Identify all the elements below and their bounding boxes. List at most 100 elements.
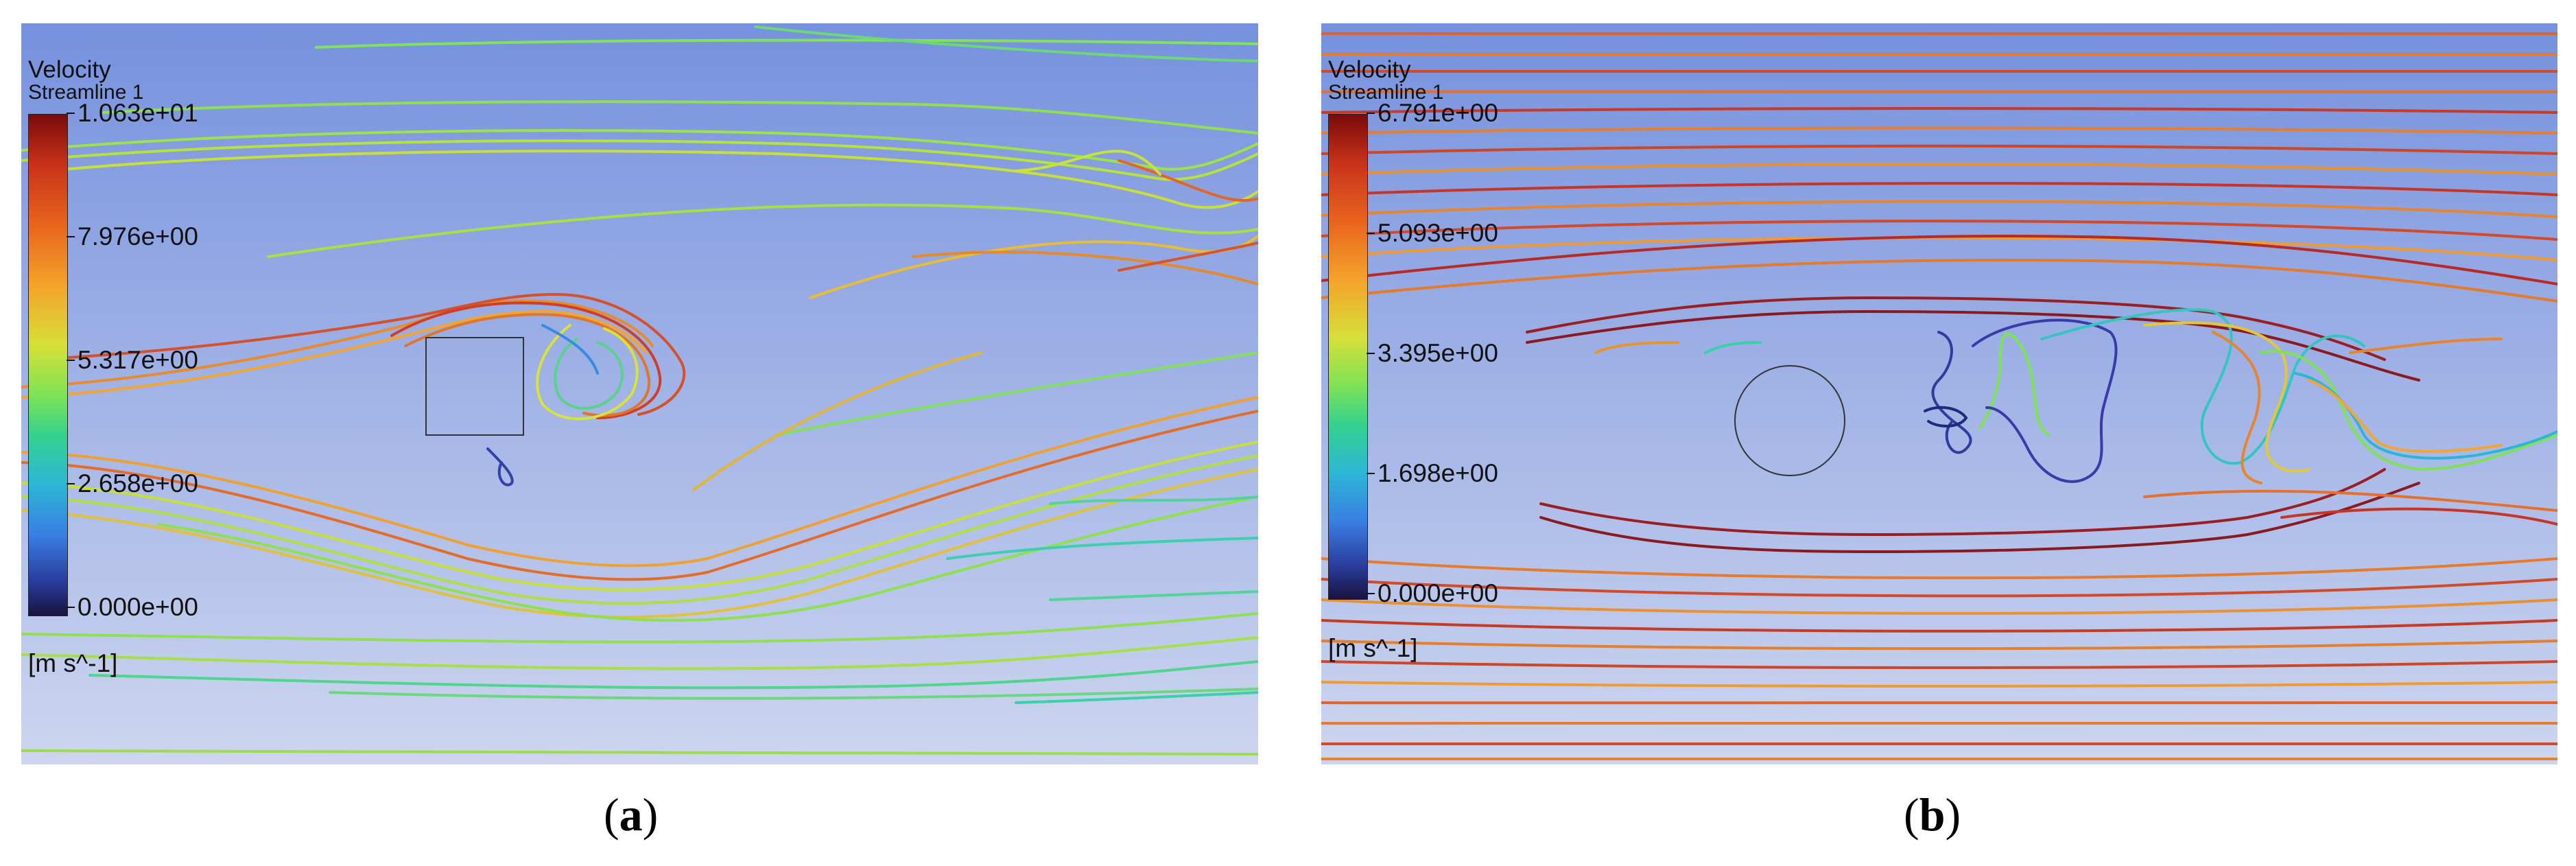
streamline — [157, 495, 1258, 622]
streamline — [1015, 150, 1161, 176]
streamline — [2040, 308, 2365, 465]
streamline-plot-a: Velocity Streamline 1 1.063e+01 7.976e+0… — [21, 23, 1258, 764]
streamline-field-b — [1321, 23, 2557, 764]
streamline — [1118, 159, 1258, 202]
caption-open: ( — [604, 788, 619, 841]
streamline — [1321, 144, 2557, 155]
streamline — [21, 636, 1258, 670]
streamline — [541, 324, 599, 375]
streamline — [2308, 379, 2503, 453]
streamline — [912, 250, 1258, 285]
streamline — [536, 324, 639, 421]
streamline — [1978, 332, 2050, 436]
colorbar-tick-min: 0.000e+00 — [67, 593, 198, 621]
colorbar-tick: 5.093e+00 — [1367, 219, 1498, 247]
streamline — [1321, 220, 2557, 241]
streamline — [1704, 341, 1762, 354]
colorbar-tick-min: 0.000e+00 — [1367, 579, 1498, 607]
streamline — [1321, 640, 2557, 651]
plot-background — [1321, 23, 2557, 764]
streamline-field-a — [21, 23, 1258, 764]
streamline — [1972, 318, 2118, 483]
caption-close: ) — [642, 788, 659, 841]
colorbar-legend-b: Velocity Streamline 1 6.791e+00 5.093e+0… — [1328, 56, 1498, 662]
colorbar-tick-max: 6.791e+00 — [1367, 99, 1498, 127]
streamline — [315, 38, 1258, 49]
colorbar-tick: 2.658e+00 — [67, 469, 198, 498]
streamline — [1049, 495, 1258, 505]
streamline — [1015, 691, 1258, 704]
streamline — [1321, 742, 2557, 747]
streamline — [21, 441, 1258, 592]
streamline — [2143, 321, 2311, 473]
streamline — [102, 100, 1258, 134]
colorbar-tick: 5.317e+00 — [67, 346, 198, 374]
streamline — [1924, 406, 1968, 428]
streamline — [1321, 200, 2557, 218]
plot-background — [21, 23, 1258, 764]
streamline — [1539, 482, 2420, 554]
streamline — [1321, 163, 2557, 176]
circle-obstacle — [1734, 365, 1845, 476]
caption-open: ( — [1904, 788, 1919, 841]
legend-unit: [m s^-1] — [1328, 634, 1418, 662]
streamline — [1526, 309, 2420, 382]
streamline — [692, 351, 983, 491]
streamline — [21, 139, 1258, 181]
streamline — [1118, 242, 1258, 272]
streamline — [1321, 51, 2557, 56]
streamline-plot-b: Velocity Streamline 1 6.791e+00 5.093e+0… — [1321, 23, 2557, 764]
caption-letter: a — [619, 788, 643, 841]
streamline — [34, 292, 686, 416]
streamline — [1321, 722, 2557, 727]
streamline — [1594, 341, 1679, 354]
streamline — [754, 25, 1258, 62]
streamline — [1321, 30, 2557, 35]
colorbar — [28, 114, 68, 616]
caption-close: ) — [1945, 788, 1961, 841]
streamline — [21, 410, 1258, 581]
streamline — [1321, 660, 2557, 669]
streamline — [329, 688, 1258, 700]
streamline — [267, 203, 1258, 258]
colorbar-tick: 3.395e+00 — [1367, 339, 1498, 367]
streamline — [1321, 598, 2557, 615]
streamline — [1321, 557, 2557, 580]
colorbar — [1328, 114, 1368, 600]
streamline — [486, 447, 514, 487]
streamline — [2280, 507, 2557, 526]
legend-subtitle: Streamline 1 — [1328, 81, 1444, 104]
colorbar-tick: 7.976e+00 — [67, 222, 198, 250]
streamline — [21, 454, 1258, 605]
streamline — [2212, 331, 2262, 484]
legend-title: Velocity — [1328, 56, 1411, 83]
streamline — [1321, 234, 2557, 285]
colorbar-tick: 1.698e+00 — [1367, 459, 1498, 487]
streamline — [2349, 338, 2503, 354]
streamline — [404, 313, 651, 417]
legend-title: Velocity — [28, 56, 111, 83]
streamline — [1321, 69, 2557, 73]
streamline — [1321, 126, 2557, 134]
streamline — [88, 660, 1258, 690]
caption-b: (b) — [1904, 788, 1961, 842]
streamline — [1526, 296, 2386, 361]
caption-letter: b — [1919, 788, 1946, 841]
streamline — [21, 612, 1258, 644]
streamline — [554, 338, 624, 410]
streamline — [1321, 258, 2557, 303]
streamline — [21, 129, 1258, 171]
streamline — [1049, 590, 1258, 601]
streamline — [1321, 107, 2557, 114]
streamline — [1321, 578, 2557, 598]
streamline — [2143, 489, 2557, 512]
streamline — [1321, 619, 2557, 633]
streamline — [21, 309, 647, 399]
streamline — [1321, 758, 2557, 762]
colorbar-tick-max: 1.063e+01 — [67, 99, 198, 127]
streamline — [21, 396, 1258, 567]
streamline — [47, 150, 1258, 209]
caption-a: (a) — [604, 788, 658, 842]
streamline — [21, 468, 1258, 619]
streamline — [775, 351, 1258, 436]
